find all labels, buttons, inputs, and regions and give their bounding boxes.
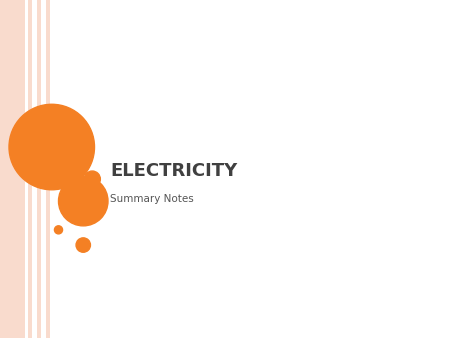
Ellipse shape xyxy=(58,176,108,226)
Text: ELECTRICITY: ELECTRICITY xyxy=(110,162,238,180)
Bar xyxy=(28,0,32,338)
Bar xyxy=(37,0,41,338)
Bar xyxy=(0,0,25,338)
Bar xyxy=(41,0,46,338)
Bar xyxy=(25,0,28,338)
Bar xyxy=(46,0,50,338)
Ellipse shape xyxy=(9,104,94,190)
Bar xyxy=(32,0,37,338)
Text: Summary Notes: Summary Notes xyxy=(110,194,194,204)
Ellipse shape xyxy=(54,226,63,234)
Ellipse shape xyxy=(76,238,90,252)
Ellipse shape xyxy=(84,171,100,187)
